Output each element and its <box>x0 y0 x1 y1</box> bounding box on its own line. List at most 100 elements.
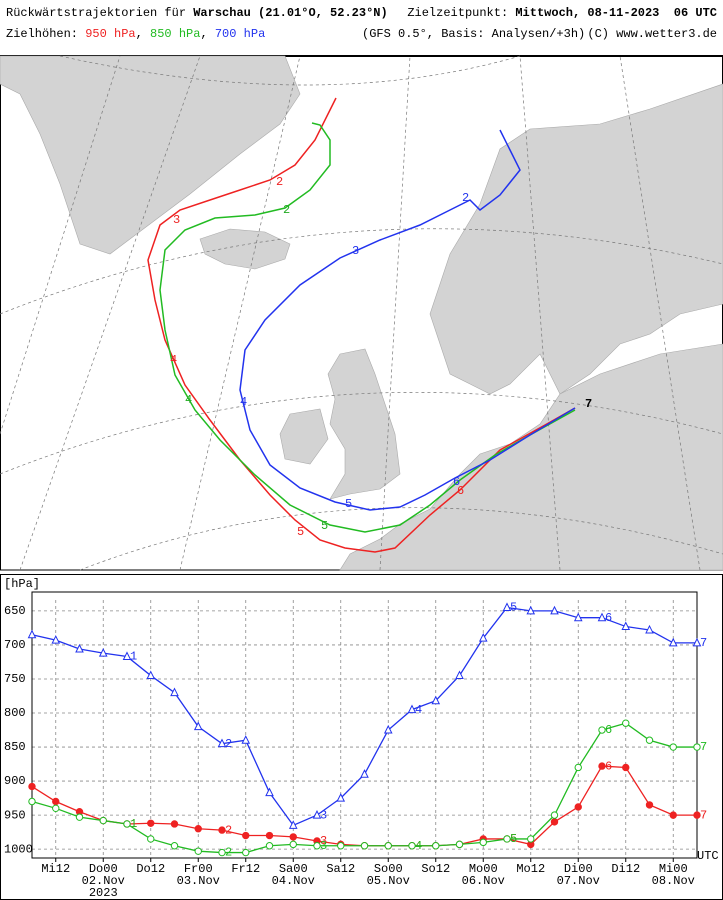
marker <box>242 848 250 857</box>
ireland <box>279 408 329 465</box>
day-label: 7 <box>700 636 707 650</box>
marker <box>336 792 346 802</box>
day-label: 2 <box>225 737 232 751</box>
marker <box>242 831 250 840</box>
marker <box>265 842 274 850</box>
marker <box>693 743 701 751</box>
map-grid <box>0 392 723 475</box>
map-day-label: 4 <box>170 353 177 367</box>
date-label: 03.Nov <box>177 874 220 888</box>
marker <box>51 635 61 644</box>
marker <box>27 629 37 639</box>
marker <box>502 602 512 611</box>
marker <box>122 651 132 661</box>
date-label: 02.Nov <box>82 874 125 888</box>
y-tick-label: 650 <box>4 604 26 618</box>
continent <box>339 343 723 571</box>
marker <box>503 835 511 843</box>
marker <box>573 612 583 622</box>
copyright: (C) www.wetter3.de <box>587 27 717 41</box>
marker <box>645 801 654 809</box>
x-tick-label: Do12 <box>136 862 165 876</box>
marker <box>645 736 654 744</box>
marker <box>360 842 369 850</box>
marker <box>550 811 559 819</box>
map-day-label: 2 <box>283 203 290 217</box>
map-day-label: 4 <box>240 395 247 409</box>
marker <box>99 816 107 825</box>
day-label: 3 <box>320 834 327 848</box>
marker <box>170 842 179 850</box>
marker <box>550 605 559 615</box>
date-label: 05.Nov <box>367 874 410 888</box>
y-tick-label: 850 <box>4 740 26 754</box>
marker <box>598 726 606 734</box>
marker <box>312 809 322 819</box>
map-grid <box>59 55 521 86</box>
marker <box>693 811 701 819</box>
map-day-label: 5 <box>297 525 304 539</box>
marker <box>123 820 131 828</box>
marker <box>622 763 630 772</box>
plot-frame <box>31 591 698 859</box>
greenland <box>0 55 301 255</box>
day-label: 1 <box>130 817 137 831</box>
marker <box>431 695 441 705</box>
marker <box>645 624 654 634</box>
date-label: 06.Nov <box>462 874 505 888</box>
y-tick-label: 750 <box>4 672 26 686</box>
marker <box>384 842 392 850</box>
marker <box>147 819 155 827</box>
marker <box>75 813 84 821</box>
map-day-label: 7 <box>585 397 592 411</box>
iceland <box>199 228 291 270</box>
day-label: 3 <box>320 839 327 853</box>
x-tick-label: Fr12 <box>231 862 260 876</box>
map: 7 6 5 4 3 2 5 4 2 6 5 4 3 2 <box>0 55 723 571</box>
x-tick-label: Mo00 <box>469 862 498 876</box>
day-label: 6 <box>605 611 612 625</box>
x-tick-label: Mo12 <box>516 862 545 876</box>
date-label: 08.Nov <box>652 874 695 888</box>
x-tick-label: Fr00 <box>184 862 213 876</box>
map-day-label: 2 <box>276 175 283 189</box>
x-tick-label: So12 <box>421 862 450 876</box>
x-tick-label: Sa00 <box>279 862 308 876</box>
marker <box>527 835 535 843</box>
marker <box>455 670 464 680</box>
marker <box>194 825 202 833</box>
map-day-label: 5 <box>345 497 352 511</box>
marker <box>479 838 487 847</box>
chart: [hPa] UTC 650 700 750 800 850 900 950 1000 Mi12 D… <box>0 574 723 900</box>
marker <box>598 762 606 770</box>
y-tick-label: 950 <box>4 808 26 822</box>
marker <box>574 763 582 772</box>
map-day-label: 5 <box>321 519 328 533</box>
marker <box>241 735 251 744</box>
target-time: Zielzeitpunkt: Mittwoch, 08-11-2023 06 U… <box>407 6 717 20</box>
y-tick-label: 700 <box>4 638 26 652</box>
map-day-label: 4 <box>185 393 192 407</box>
date-label: 07.Nov <box>557 874 600 888</box>
x-tick-label: Do00 <box>89 862 118 876</box>
marker <box>218 826 226 834</box>
marker <box>668 637 678 647</box>
marker <box>313 842 321 850</box>
day-label: 6 <box>605 723 612 737</box>
x-tick-label: So00 <box>374 862 403 876</box>
map-day-label: 3 <box>352 244 359 258</box>
title: Rückwärtstrajektorien für Warschau (21.0… <box>6 6 388 20</box>
day-label: 7 <box>700 740 707 754</box>
legend-entry: 700 hPa <box>215 27 265 41</box>
marker <box>147 835 155 843</box>
marker <box>574 803 582 811</box>
marker <box>170 820 179 828</box>
map-day-label: 2 <box>462 191 469 205</box>
day-label: 3 <box>320 808 327 822</box>
day-label: 4 <box>415 703 422 717</box>
marker <box>550 818 559 826</box>
marker <box>669 743 677 751</box>
marker <box>337 842 345 850</box>
marker <box>383 724 393 734</box>
marker <box>289 833 297 841</box>
